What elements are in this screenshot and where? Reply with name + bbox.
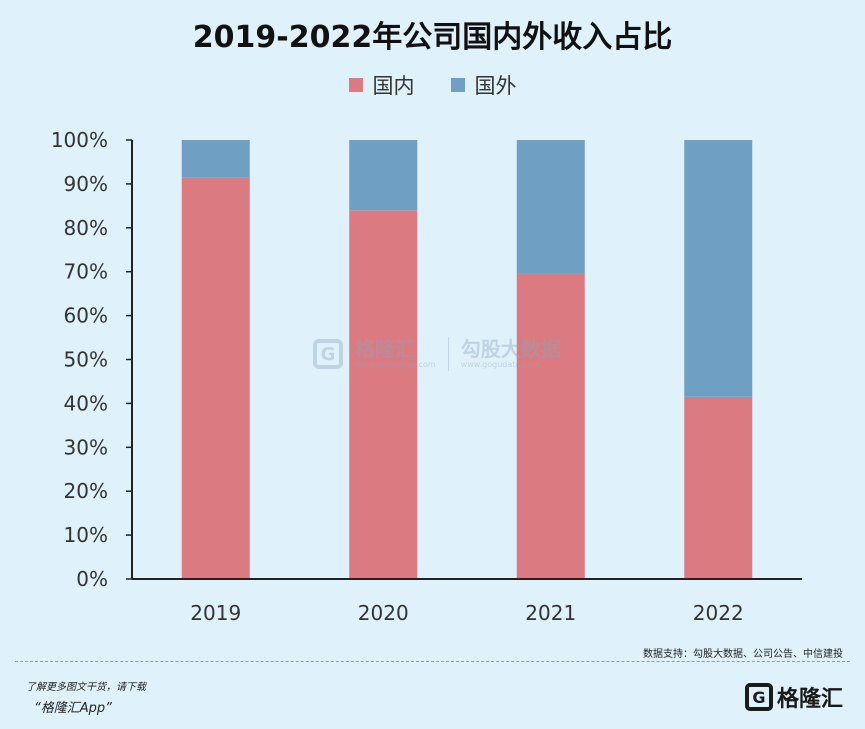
footer-divider [15, 661, 850, 662]
y-tick-label: 70% [64, 260, 108, 284]
y-tick-label: 100% [51, 128, 108, 152]
y-tick-label: 0% [76, 567, 108, 591]
footer-download-hint: 了解更多图文干货，请下载 [26, 682, 146, 693]
x-tick-label: 2020 [358, 601, 409, 625]
chart-title: 2019-2022年公司国内外收入占比 [192, 20, 673, 55]
legend: 国内 国外 [0, 70, 865, 100]
bar-overseas-2019 [181, 140, 250, 178]
legend-label-domestic: 国内 [372, 74, 415, 98]
y-tick-label: 30% [64, 435, 108, 459]
y-tick-label: 10% [64, 523, 108, 547]
y-tick-label: 90% [64, 172, 108, 196]
bar-domestic-2021 [516, 273, 585, 579]
footer-logo: G 格隆汇 [744, 681, 843, 713]
bar-overseas-2021 [516, 140, 585, 274]
y-tick-label: 50% [64, 348, 108, 372]
bar-domestic-2022 [684, 396, 753, 579]
legend-label-overseas: 国外 [474, 74, 517, 98]
x-tick-label: 2019 [190, 601, 241, 625]
y-tick-label: 40% [64, 391, 108, 415]
y-tick-label: 20% [64, 479, 108, 503]
bar-overseas-2022 [684, 140, 753, 397]
footer-logo-name: 格隆汇 [776, 687, 843, 712]
legend-item-overseas: 国外 [450, 70, 517, 100]
footer-app-name: “格隆汇App” [34, 701, 112, 716]
stacked-bar-chart: 2019 2020 2021 2022 0% 10% 20% 30% 40% 50% 60% 70% 8… [51, 128, 802, 625]
g-logo-icon: G [744, 683, 773, 711]
legend-swatch-domestic [348, 78, 363, 92]
legend-item-domestic: 国内 [348, 70, 415, 100]
bar-domestic-2020 [349, 210, 418, 580]
x-tick-label: 2022 [693, 601, 744, 625]
source-note: 数据支持：勾股大数据、公司公告、中信建投 [643, 649, 843, 660]
x-tick-label: 2021 [525, 601, 576, 625]
bar-overseas-2020 [349, 140, 418, 211]
bar-domestic-2019 [181, 177, 250, 579]
y-tick-label: 60% [64, 304, 108, 328]
legend-swatch-overseas [450, 78, 465, 92]
y-tick-label: 80% [64, 216, 108, 240]
